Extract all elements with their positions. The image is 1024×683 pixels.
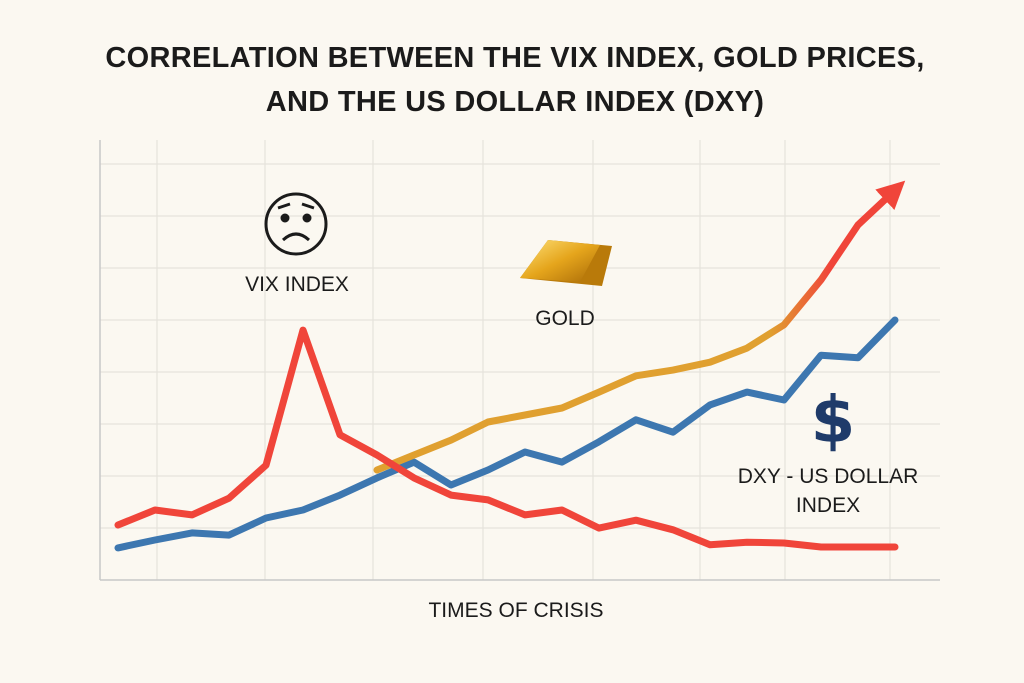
series-line	[114, 316, 899, 552]
lines	[114, 180, 906, 552]
x-axis-label: TIMES OF CRISIS	[428, 599, 604, 622]
series-line	[373, 180, 906, 474]
sad-face-icon	[264, 192, 328, 256]
grid	[100, 140, 940, 580]
series-line	[114, 326, 899, 551]
legend-label: GOLD	[535, 307, 595, 330]
dollar-icon: $	[811, 384, 856, 458]
gold-bar-icon	[520, 240, 612, 286]
legend-label: VIX INDEX	[245, 273, 349, 296]
chart-title: CORRELATION BETWEEN THE VIX INDEX, GOLD …	[105, 42, 925, 118]
legend-label: DXY - US DOLLAR INDEX	[737, 465, 919, 517]
